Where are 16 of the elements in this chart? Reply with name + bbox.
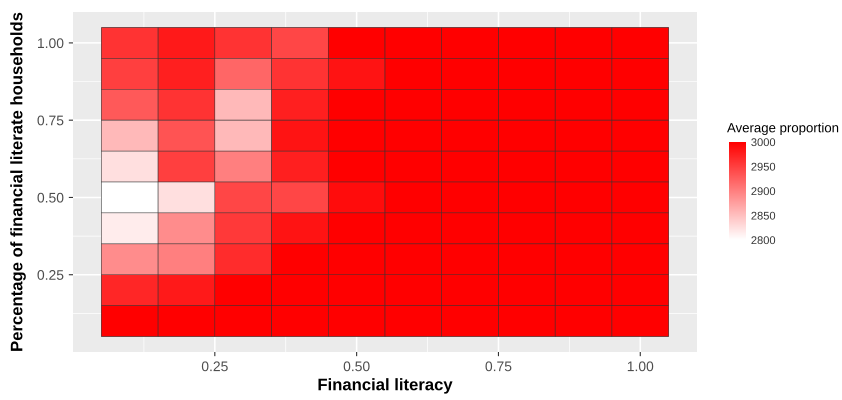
color-bar-label: 2950: [751, 162, 776, 171]
color-bar-label: 3000: [751, 138, 776, 146]
color-bar-title: Average proportion: [727, 122, 838, 135]
color-bar-label: 2850: [751, 212, 776, 220]
color-bar-label: 2900: [751, 187, 776, 196]
y-axis-title: Percentage of financial literate households: [10, 12, 26, 351]
y-tick-label: 0.75: [37, 116, 64, 126]
y-tick-label: 0.50: [37, 192, 64, 203]
y-tick-label: 0.25: [37, 270, 64, 280]
x-tick-label: 0.25: [202, 361, 228, 372]
x-tick-label: 0.50: [344, 361, 370, 372]
x-tick-label: 1.00: [628, 361, 654, 372]
x-tick-label: 0.75: [485, 361, 512, 372]
y-tick-label: 1.00: [38, 38, 64, 48]
x-axis-title: Financial literacy: [318, 378, 453, 394]
color-bar-label: 2800: [751, 236, 776, 244]
